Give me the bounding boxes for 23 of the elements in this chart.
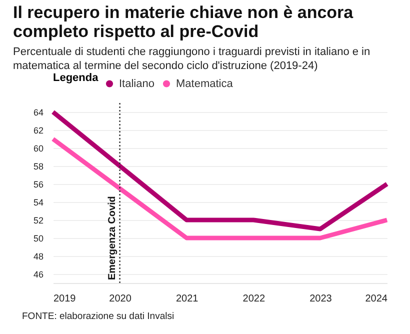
y-tick-label: 50 [33, 234, 44, 244]
y-tick-label: 52 [33, 216, 44, 226]
x-tick-label: 2024 [365, 294, 388, 304]
x-tick-label: 2022 [242, 294, 266, 304]
chart-title: Il recupero in materie chiave non è ancora completo rispetto al pre-Covid [12, 3, 354, 41]
chart-subtitle: Percentuale di studenti che raggiungono i traguardi previsti in italiano e in matematica al termine del secondo ciclo d'istruzione (2019-24) [12, 46, 370, 72]
y-tick-label: 62 [33, 126, 44, 136]
y-tick-label: 48 [33, 252, 44, 262]
source-note: FONTE: elaborazione su dati Invalsi [22, 311, 176, 322]
y-tick-label: 56 [33, 180, 44, 190]
legend-label: Italiano [119, 78, 154, 90]
x-tick-label: 2019 [54, 294, 76, 304]
legend-title: Legenda [53, 72, 100, 84]
y-tick-label: 64 [33, 108, 44, 118]
ref-line-label: Emergenza Covid [106, 196, 118, 280]
y-tick-label: 60 [33, 144, 44, 154]
x-tick-label: 2023 [310, 294, 332, 304]
x-tick-label: 2021 [176, 294, 199, 304]
y-tick-label: 54 [33, 198, 44, 208]
legend-label: Matematica [176, 78, 234, 90]
y-tick-label: 46 [33, 270, 44, 280]
y-tick-label: 58 [33, 162, 44, 172]
x-tick-label: 2020 [109, 294, 132, 304]
